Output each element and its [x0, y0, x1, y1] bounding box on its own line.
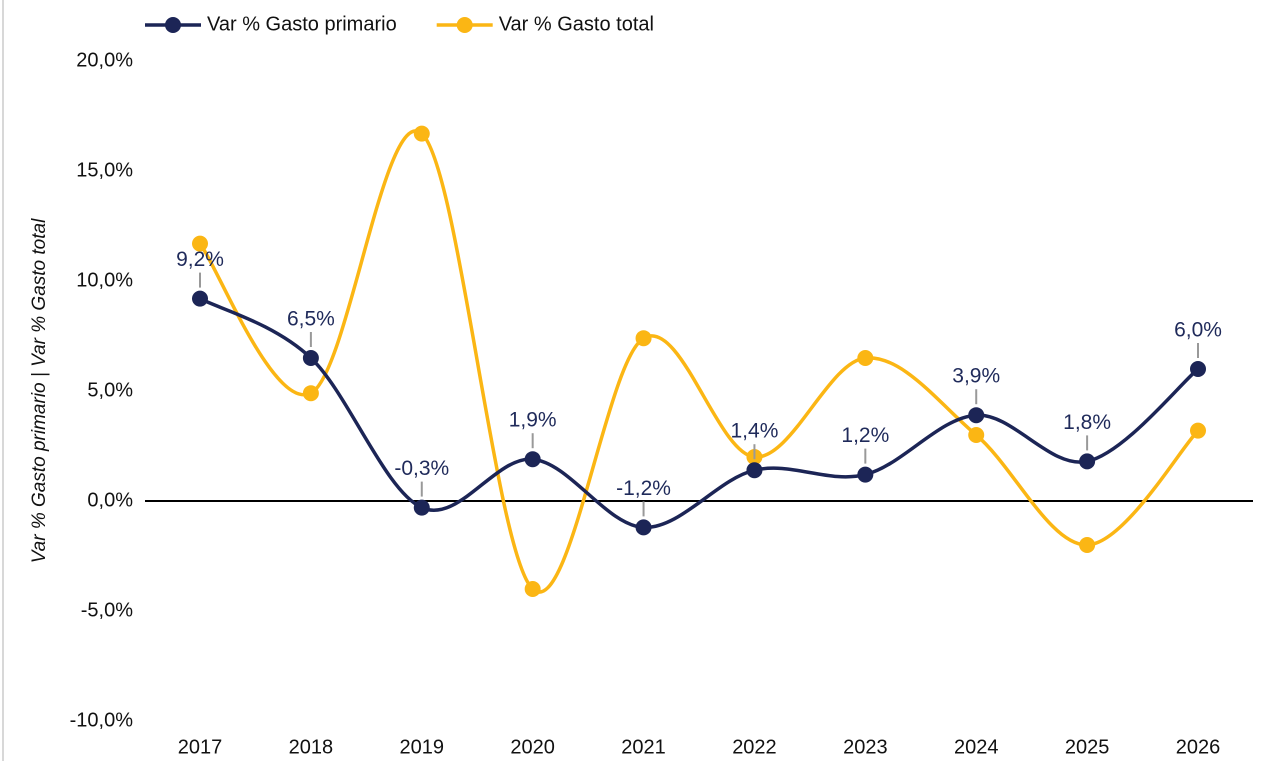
- marker: [968, 407, 985, 424]
- data-label: 3,9%: [952, 365, 1000, 388]
- y-axis-label: Var % Gasto primario | Var % Gasto total: [29, 218, 50, 563]
- marker: [1190, 422, 1206, 439]
- marker: [746, 462, 763, 479]
- x-tick-label: 2023: [843, 736, 888, 758]
- series-line: [198, 129, 1200, 594]
- x-tick-label: 2018: [289, 736, 334, 758]
- marker: [635, 330, 652, 347]
- y-tick-label: 15,0%: [76, 159, 133, 181]
- data-label: -1,2%: [616, 477, 671, 500]
- marker: [302, 350, 319, 366]
- data-label: 1,2%: [841, 424, 889, 447]
- x-tick-label: 2024: [954, 736, 999, 758]
- data-label: -0,3%: [394, 457, 449, 480]
- marker: [524, 581, 541, 597]
- data-label: 1,4%: [731, 420, 779, 443]
- y-tick-label: -10,0%: [70, 709, 134, 731]
- x-tick-label: 2020: [510, 736, 555, 758]
- data-label: 6,0%: [1174, 319, 1222, 342]
- marker: [1190, 361, 1206, 377]
- data-label: 1,9%: [509, 409, 557, 432]
- data-label: 9,2%: [176, 248, 224, 271]
- marker: [192, 290, 208, 307]
- x-tick-label: 2017: [178, 736, 223, 758]
- x-tick-label: 2021: [621, 736, 666, 758]
- y-tick-label: 0,0%: [87, 489, 133, 511]
- legend-marker: [456, 17, 473, 33]
- marker: [968, 427, 985, 443]
- legend-label: Var % Gasto total: [499, 13, 654, 35]
- marker: [413, 125, 430, 142]
- marker: [1079, 537, 1096, 553]
- marker: [857, 466, 874, 483]
- y-tick-label: 20,0%: [76, 49, 133, 71]
- marker: [413, 499, 430, 516]
- x-tick-label: 2022: [732, 736, 777, 758]
- data-label: 6,5%: [287, 308, 335, 331]
- legend-label: Var % Gasto primario: [207, 13, 397, 35]
- data-label: 1,8%: [1063, 411, 1111, 434]
- y-tick-label: 5,0%: [87, 379, 133, 401]
- x-tick-label: 2026: [1176, 736, 1221, 758]
- x-tick-label: 2025: [1065, 736, 1110, 758]
- x-tick-label: 2019: [400, 736, 445, 758]
- y-tick-label: 10,0%: [76, 269, 133, 291]
- marker: [192, 235, 208, 252]
- marker: [1079, 453, 1096, 470]
- marker: [635, 519, 652, 536]
- marker: [857, 350, 874, 366]
- y-tick-label: -5,0%: [81, 599, 133, 621]
- series-line: [199, 297, 1200, 530]
- marker: [302, 385, 319, 402]
- marker: [524, 451, 541, 468]
- legend-marker: [165, 17, 181, 33]
